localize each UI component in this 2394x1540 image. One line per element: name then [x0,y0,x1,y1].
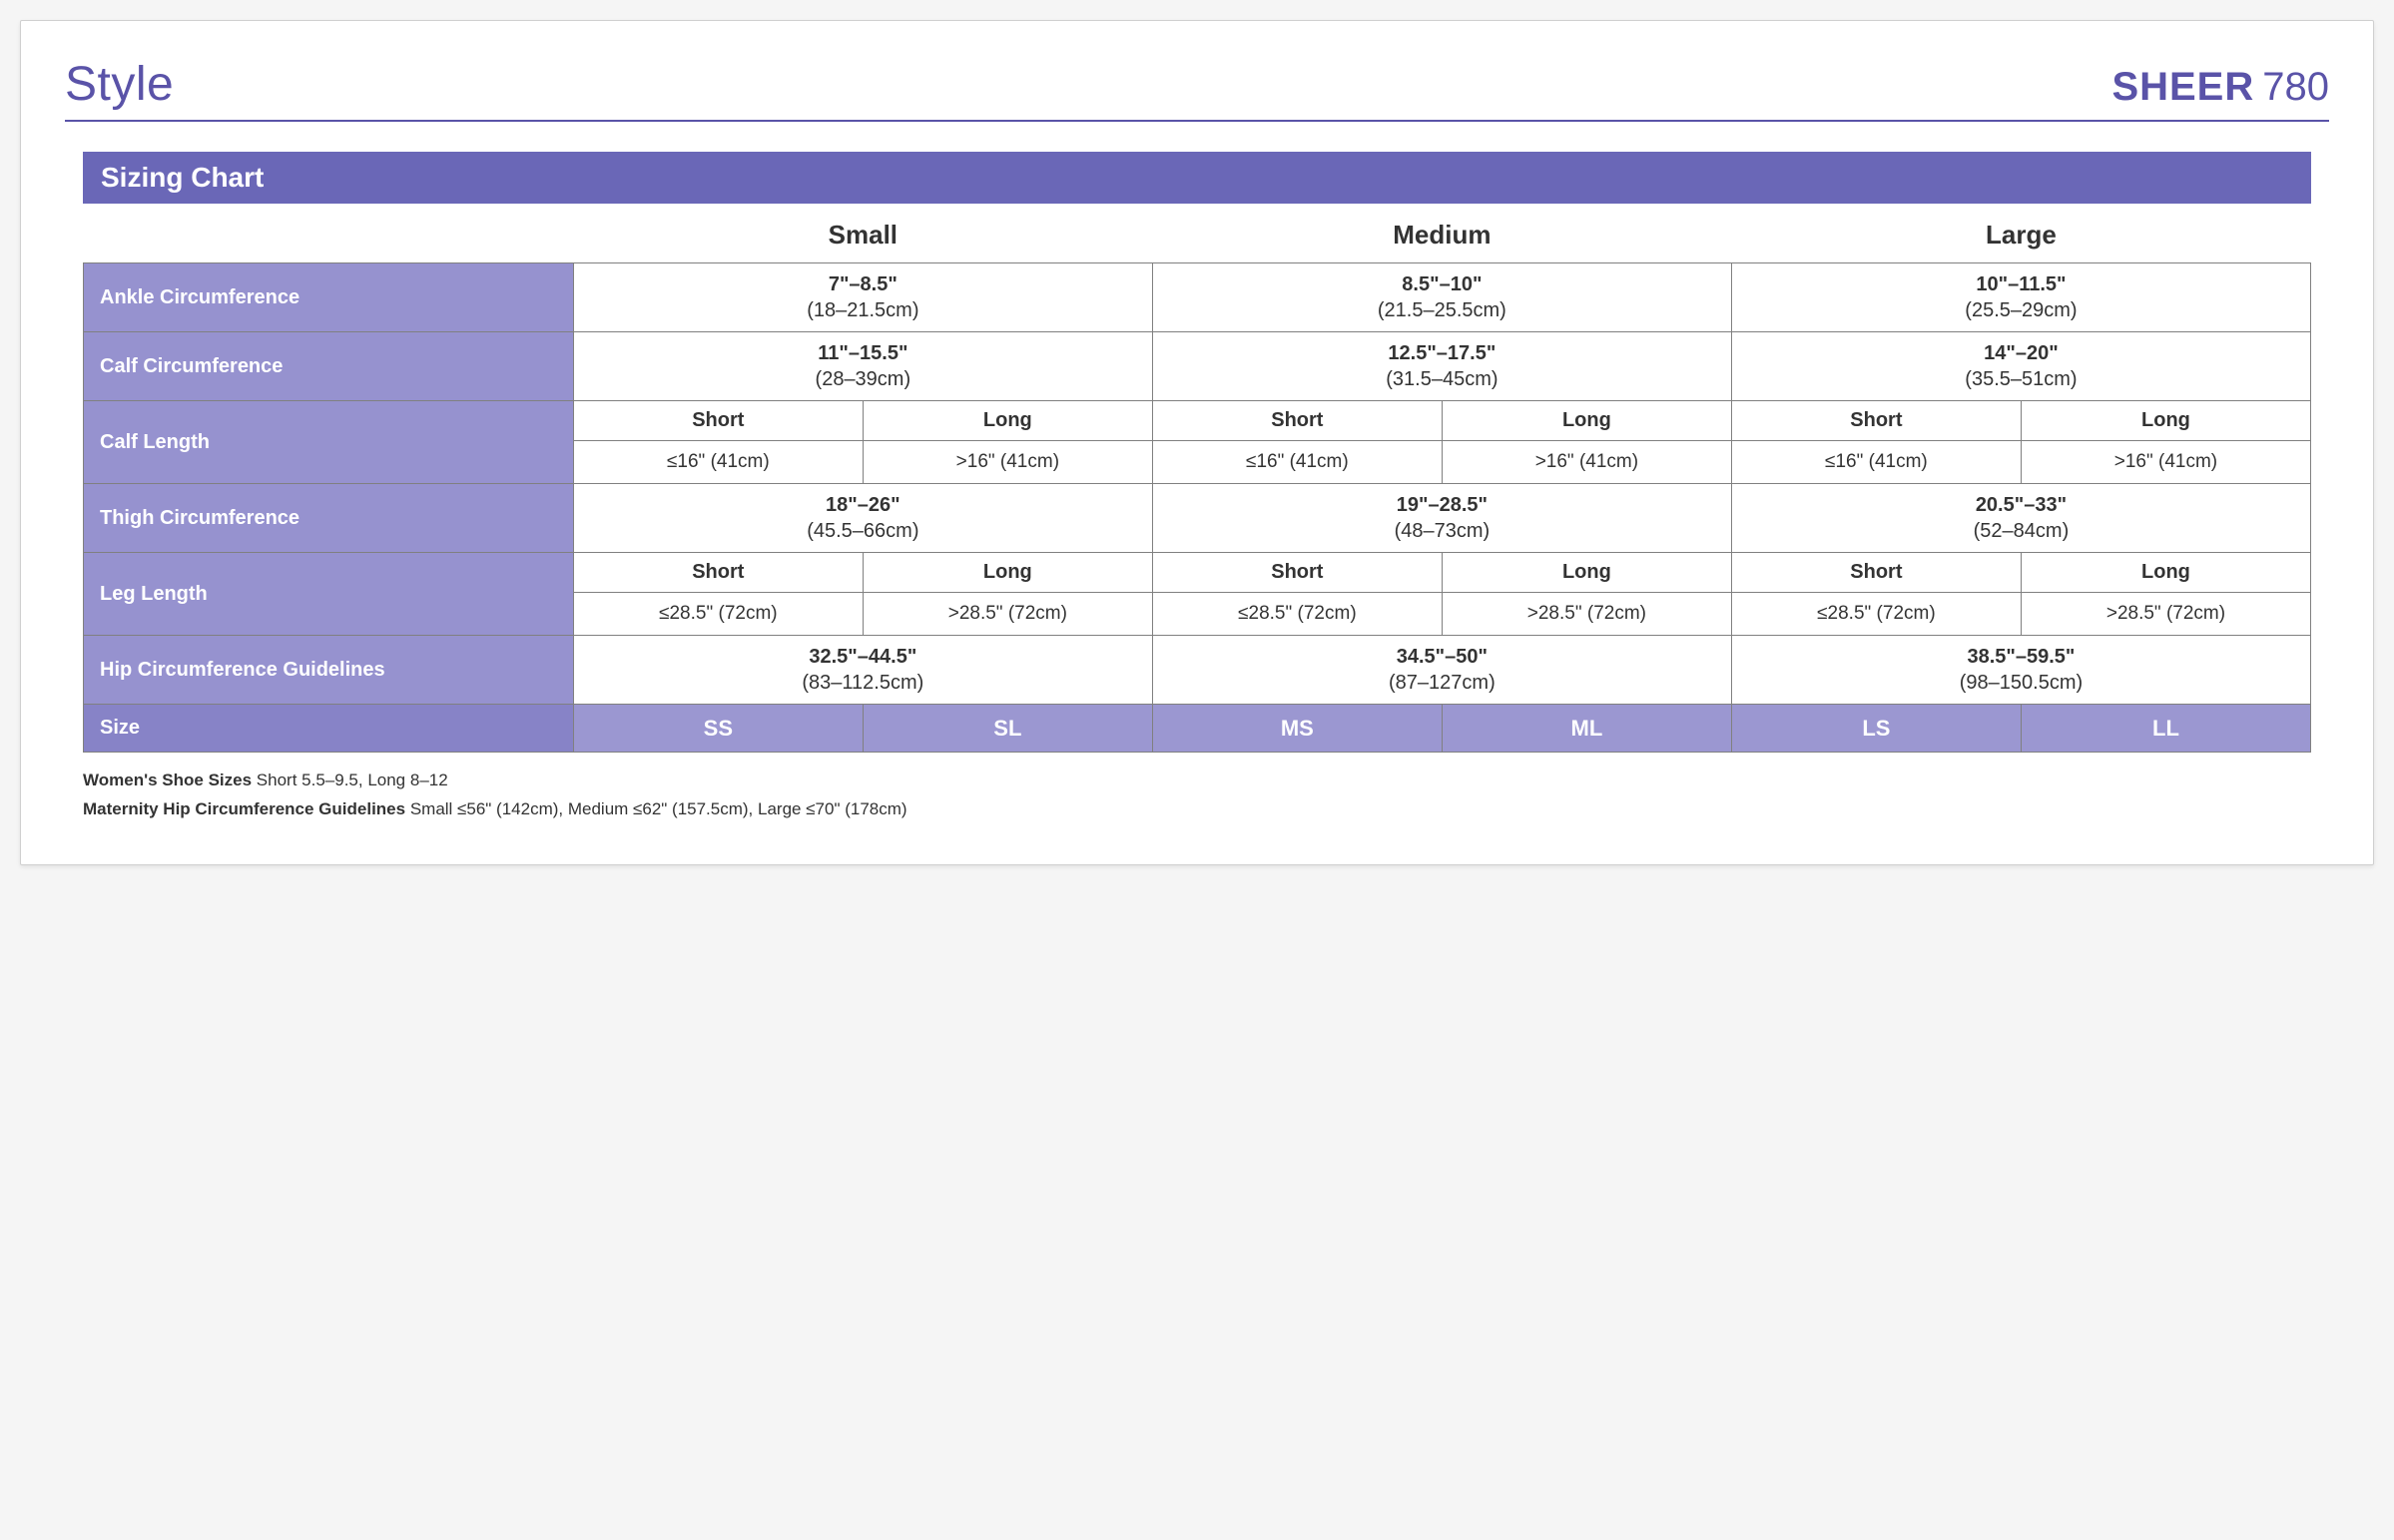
row-calf: Calf Circumference 11"–15.5"(28–39cm) 12… [84,332,2311,401]
calflen-large-short-h: Short [1731,401,2021,441]
col-medium: Medium [1152,210,1731,263]
row-ankle: Ankle Circumference 7"–8.5"(18–21.5cm) 8… [84,263,2311,332]
calflen-small-short-h: Short [573,401,863,441]
row-ankle-label: Ankle Circumference [84,263,574,332]
row-leglen-sub-headers: Leg Length Short Long Short Long Short L… [84,553,2311,593]
product-name: SHEER [2111,65,2254,109]
leglen-small-short-h: Short [573,553,863,593]
calflen-small-long: >16" (41cm) [863,441,1152,484]
header-row: Style SHEER780 [65,57,2329,122]
row-hip-label: Hip Circumference Guidelines [84,636,574,705]
row-size: Size SS SL MS ML LS LL [84,705,2311,753]
leglen-large-long-h: Long [2021,553,2310,593]
size-ss: SS [573,705,863,753]
leglen-medium-short: ≤28.5" (72cm) [1152,593,1442,636]
size-ls: LS [1731,705,2021,753]
row-thigh: Thigh Circumference 18"–26"(45.5–66cm) 1… [84,484,2311,553]
calf-medium: 12.5"–17.5"(31.5–45cm) [1152,332,1731,401]
calflen-small-long-h: Long [863,401,1152,441]
section-title-bar: Sizing Chart [83,152,2311,204]
row-calflen-label: Calf Length [84,401,574,484]
hip-medium: 34.5"–50"(87–127cm) [1152,636,1731,705]
style-title: Style [65,57,174,112]
row-hip: Hip Circumference Guidelines 32.5"–44.5"… [84,636,2311,705]
leglen-small-long: >28.5" (72cm) [863,593,1152,636]
ankle-large: 10"–11.5"(25.5–29cm) [1731,263,2310,332]
row-calflen-sub-headers: Calf Length Short Long Short Long Short … [84,401,2311,441]
footnote-shoe-label: Women's Shoe Sizes [83,770,252,789]
calflen-medium-long: >16" (41cm) [1442,441,1731,484]
blank-corner [84,210,574,263]
leglen-small-short: ≤28.5" (72cm) [573,593,863,636]
leglen-large-short-h: Short [1731,553,2021,593]
leglen-medium-short-h: Short [1152,553,1442,593]
hip-small: 32.5"–44.5"(83–112.5cm) [573,636,1152,705]
calflen-large-short: ≤16" (41cm) [1731,441,2021,484]
leglen-medium-long-h: Long [1442,553,1731,593]
leglen-small-long-h: Long [863,553,1152,593]
footnote-maternity: Maternity Hip Circumference Guidelines S… [83,795,2311,824]
thigh-small: 18"–26"(45.5–66cm) [573,484,1152,553]
size-ll: LL [2021,705,2310,753]
calflen-large-long: >16" (41cm) [2021,441,2310,484]
footnote-maternity-label: Maternity Hip Circumference Guidelines [83,799,405,818]
product-code: SHEER780 [2111,65,2329,110]
calflen-medium-long-h: Long [1442,401,1731,441]
leglen-large-long: >28.5" (72cm) [2021,593,2310,636]
col-large: Large [1731,210,2310,263]
size-column-headers: Small Medium Large [84,210,2311,263]
thigh-medium: 19"–28.5"(48–73cm) [1152,484,1731,553]
footnote-shoe: Women's Shoe Sizes Short 5.5–9.5, Long 8… [83,767,2311,795]
row-leglen-label: Leg Length [84,553,574,636]
calflen-medium-short: ≤16" (41cm) [1152,441,1442,484]
sizing-card: Style SHEER780 Sizing Chart Small Medium… [20,20,2374,865]
size-ml: ML [1442,705,1731,753]
row-thigh-label: Thigh Circumference [84,484,574,553]
product-number: 780 [2262,65,2329,109]
footnotes: Women's Shoe Sizes Short 5.5–9.5, Long 8… [83,767,2311,824]
row-calf-label: Calf Circumference [84,332,574,401]
col-small: Small [573,210,1152,263]
leglen-large-short: ≤28.5" (72cm) [1731,593,2021,636]
thigh-large: 20.5"–33"(52–84cm) [1731,484,2310,553]
ankle-small: 7"–8.5"(18–21.5cm) [573,263,1152,332]
calflen-large-long-h: Long [2021,401,2310,441]
calflen-medium-short-h: Short [1152,401,1442,441]
footnote-shoe-text: Short 5.5–9.5, Long 8–12 [257,770,448,789]
leglen-medium-long: >28.5" (72cm) [1442,593,1731,636]
footnote-maternity-text: Small ≤56" (142cm), Medium ≤62" (157.5cm… [410,799,907,818]
sizing-table: Small Medium Large Ankle Circumference 7… [83,210,2311,753]
size-sl: SL [863,705,1152,753]
calf-large: 14"–20"(35.5–51cm) [1731,332,2310,401]
calflen-small-short: ≤16" (41cm) [573,441,863,484]
size-ms: MS [1152,705,1442,753]
ankle-medium: 8.5"–10"(21.5–25.5cm) [1152,263,1731,332]
row-size-label: Size [84,705,574,753]
hip-large: 38.5"–59.5"(98–150.5cm) [1731,636,2310,705]
calf-small: 11"–15.5"(28–39cm) [573,332,1152,401]
